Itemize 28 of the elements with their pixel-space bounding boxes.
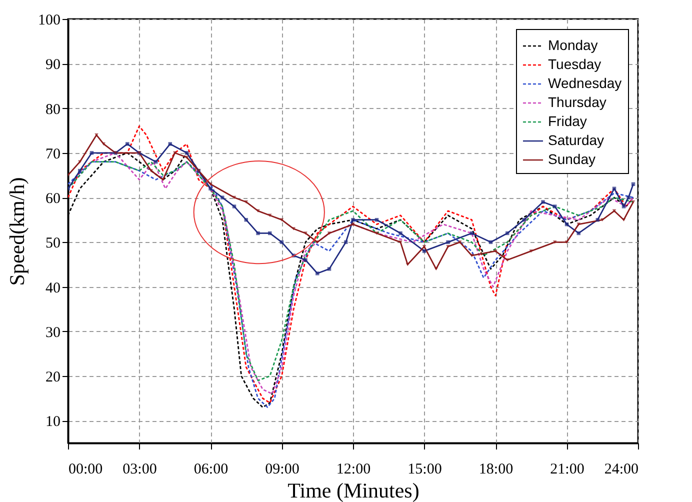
legend-label: Thursday — [548, 94, 606, 110]
legend-label: Monday — [548, 37, 598, 53]
x-tick-label: 24:00 — [604, 462, 638, 478]
y-tick-label: 90 — [46, 57, 60, 74]
legend-label: Saturday — [548, 132, 604, 148]
y-tick-label: 60 — [46, 191, 60, 208]
y-tick-label: 10 — [46, 414, 60, 430]
x-tick-label: 03:00 — [122, 462, 157, 478]
x-tick-label: 09:00 — [265, 462, 300, 478]
legend-label: Wednesday — [548, 75, 622, 91]
legend-label: Friday — [548, 113, 587, 129]
x-tick-label: 21:00 — [550, 462, 584, 478]
y-tick-label: 70 — [46, 146, 60, 162]
y-tick-label: 80 — [46, 102, 60, 118]
y-axis-title: Speed(km/h) — [5, 177, 29, 286]
y-tick-label: 20 — [46, 370, 60, 386]
legend-label: Tuesday — [548, 56, 602, 72]
y-tick-label: 50 — [46, 236, 60, 252]
legend-label: Sunday — [548, 151, 596, 167]
x-tick-label: 06:00 — [194, 462, 228, 478]
y-tick-label: 30 — [46, 324, 60, 341]
x-axis-title: Time (Minutes) — [288, 478, 420, 502]
y-tick-label: 40 — [46, 280, 60, 296]
y-tick-label: 100 — [38, 12, 60, 28]
x-tick-label: 15:00 — [408, 462, 442, 478]
x-tick-label: 18:00 — [478, 462, 514, 478]
x-tick-label: 12:00 — [336, 462, 371, 478]
x-tick-label: 00:00 — [68, 462, 103, 478]
